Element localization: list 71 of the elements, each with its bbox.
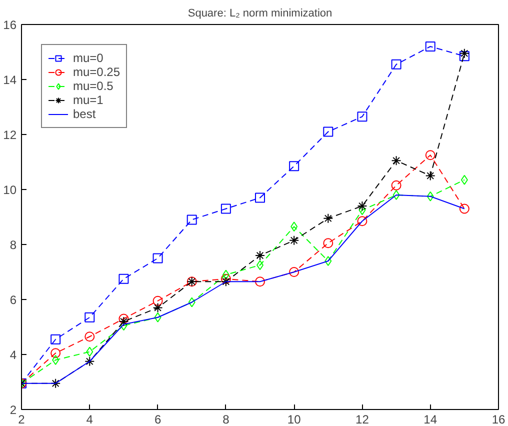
point: [50, 378, 61, 388]
y-tick-label: 2: [10, 403, 17, 417]
legend-label: mu=1: [73, 93, 104, 107]
legend-label: mu=0.25: [73, 65, 120, 79]
point: [357, 216, 368, 226]
legend-label: mu=0: [73, 51, 104, 65]
point: [323, 238, 334, 248]
x-tick-label: 12: [356, 412, 370, 426]
point: [459, 204, 470, 214]
x-tick-label: 10: [287, 412, 302, 426]
point: [255, 250, 265, 260]
point: [154, 312, 162, 322]
x-tick-label: 4: [86, 412, 94, 426]
legend-label: mu=0.5: [73, 79, 114, 93]
point: [425, 42, 436, 52]
y-tick-label: 10: [3, 183, 17, 197]
point: [118, 274, 129, 284]
point: [188, 297, 196, 308]
point: [152, 302, 163, 313]
point: [86, 346, 94, 357]
point: [118, 314, 129, 324]
point: [392, 190, 400, 200]
point: [220, 204, 231, 214]
x-tick-label: 16: [492, 412, 506, 426]
point: [459, 48, 470, 58]
point: [152, 296, 163, 306]
y-tick-label: 8: [10, 238, 17, 252]
point: [426, 191, 434, 202]
point: [118, 316, 129, 326]
point: [84, 312, 95, 322]
point: [358, 205, 366, 216]
point: [152, 253, 163, 264]
y-tick-label: 4: [10, 348, 17, 362]
x-tick-label: 2: [18, 412, 26, 426]
point: [323, 126, 334, 137]
point: [324, 256, 332, 266]
point: [220, 274, 231, 284]
y-tick-label: 6: [10, 293, 17, 307]
legend-label: best: [73, 107, 96, 121]
x-tick-label: 14: [424, 412, 438, 426]
point: [357, 201, 368, 211]
point: [255, 192, 265, 203]
point: [459, 51, 470, 62]
point: [289, 235, 300, 246]
y-tick-label: 14: [3, 73, 17, 87]
point: [50, 334, 61, 344]
y-tick-label: 16: [3, 18, 17, 32]
point: [460, 174, 468, 185]
point: [52, 355, 60, 365]
point: [220, 276, 231, 287]
point: [425, 170, 436, 181]
point: [84, 356, 95, 366]
point: [120, 320, 128, 331]
point: [84, 332, 95, 342]
point: [50, 348, 61, 358]
point: [222, 270, 230, 280]
point: [391, 156, 402, 166]
point: [323, 213, 334, 224]
point: [186, 214, 197, 225]
point: [290, 222, 298, 232]
point: [255, 276, 265, 287]
point: [357, 112, 368, 122]
x-tick-label: 6: [154, 412, 162, 426]
point: [289, 267, 300, 277]
chart-title: Square: L₂ norm minimization: [188, 8, 332, 20]
point: [425, 150, 436, 160]
x-tick-label: 8: [222, 412, 230, 426]
y-tick-label: 12: [3, 128, 17, 142]
point: [391, 59, 402, 70]
point: [289, 161, 300, 172]
point: [391, 180, 402, 190]
